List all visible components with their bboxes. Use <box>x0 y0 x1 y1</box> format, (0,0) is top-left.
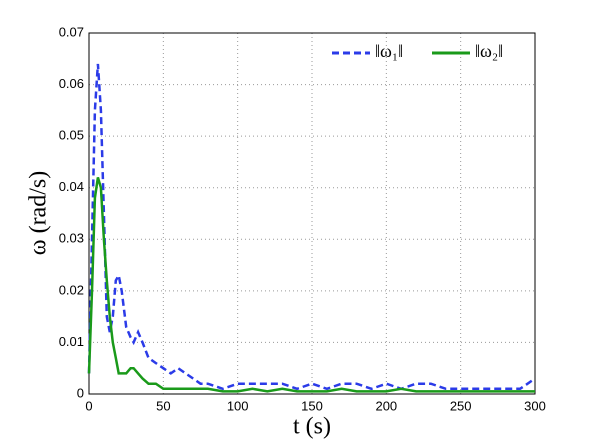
y-tick-label: 0.07 <box>59 24 84 39</box>
y-tick-label: 0.04 <box>59 179 84 194</box>
x-tick-label: 50 <box>156 398 170 413</box>
series-line <box>87 63 536 391</box>
y-tick-label: 0.01 <box>59 334 84 349</box>
x-tick-label: 300 <box>524 398 546 413</box>
y-tick-label: 0.02 <box>59 282 84 297</box>
y-tick-label: 0 <box>77 385 84 400</box>
y-tick-label: 0.05 <box>59 128 84 143</box>
x-tick-label: 100 <box>227 398 249 413</box>
x-tick-label: 250 <box>450 398 472 413</box>
x-tick-label: 0 <box>85 398 92 413</box>
plot-frame <box>88 32 536 395</box>
legend-label: ‖ω₁‖ <box>375 41 403 61</box>
y-axis-label: ω (rad/s) <box>26 171 52 255</box>
series-line <box>87 177 535 393</box>
y-tick-label: 0.06 <box>59 76 84 91</box>
x-tick-label: 150 <box>301 398 323 413</box>
x-axis-label: t (s) <box>293 414 331 440</box>
legend-label: ‖ω₂‖ <box>475 41 503 61</box>
x-tick-label: 200 <box>375 398 397 413</box>
y-tick-label: 0.03 <box>59 231 84 246</box>
